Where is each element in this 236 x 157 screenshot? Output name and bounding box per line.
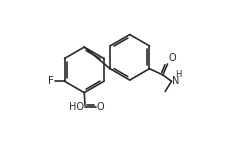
Text: O: O — [97, 102, 104, 112]
Text: O: O — [168, 53, 176, 63]
Text: HO: HO — [69, 102, 84, 112]
Text: F: F — [48, 76, 54, 86]
Text: N: N — [172, 76, 179, 86]
Text: H: H — [175, 70, 181, 79]
